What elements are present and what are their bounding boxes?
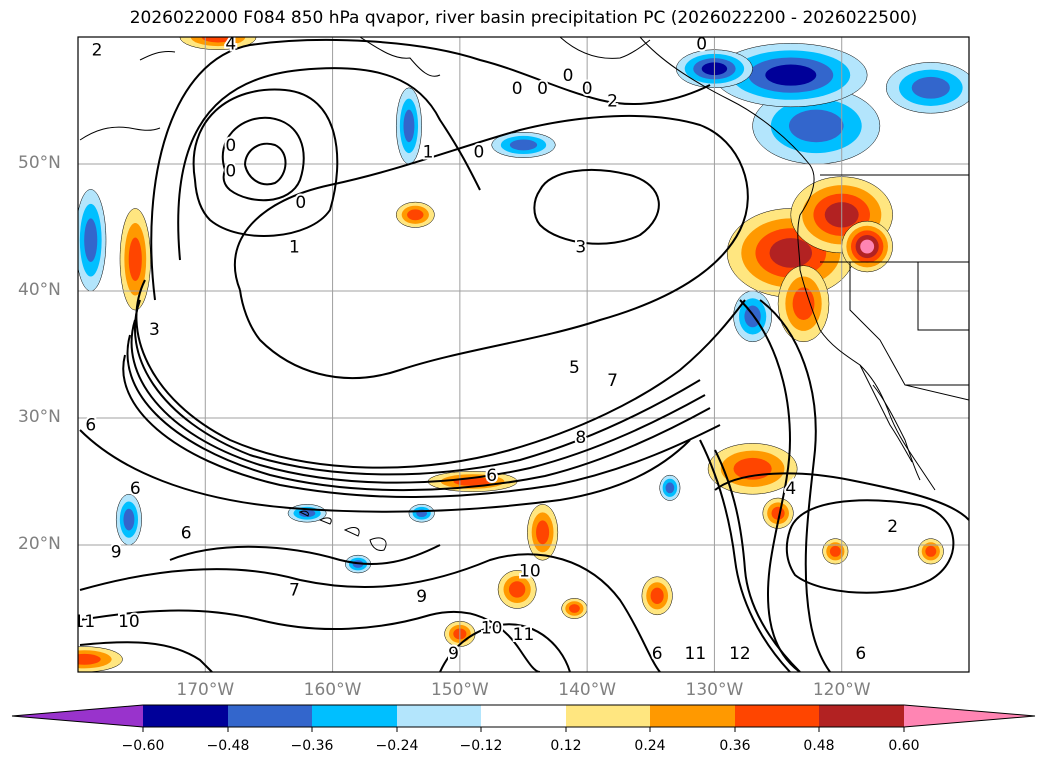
contour-label: 0 [582,79,593,99]
colorbar-tick-label: 0.12 [550,738,582,754]
contour-label: 9 [416,587,427,607]
colorbar-swatch [481,705,566,727]
latitude-label: 20°N [18,534,61,554]
colorbar-swatch [904,705,1035,727]
contour-label: 6 [652,644,663,664]
contour-label: 0 [474,142,485,162]
contour-label: 7 [607,371,618,391]
colorbar-tick-label: 0.36 [719,738,751,754]
colorbar-swatch [566,705,650,727]
colorbar-tick-label: −0.60 [121,738,165,754]
precip-anomaly-area [788,109,844,143]
colorbar-swatch [650,705,735,727]
precip-anomaly-area [403,109,415,143]
colorbar-swatch [735,705,819,727]
contour-label: 0 [225,136,236,156]
contour-label: 2 [887,517,898,537]
precip-anomaly-area [650,587,664,604]
precip-anomaly-area [568,604,580,613]
colorbar-swatch [397,705,481,727]
contour-label: 5 [569,358,580,378]
contour-label: 7 [289,580,300,600]
longitude-label: 140°W [558,680,617,700]
colorbar-swatch [12,705,143,727]
colorbar-swatch [228,705,312,727]
precip-anomaly-area [201,37,235,43]
precip-anomaly-area [925,545,937,557]
precip-anomaly-area [508,581,526,598]
contour-label: 8 [575,428,586,448]
precip-anomaly-area [665,482,675,494]
precip-anomaly-area [792,287,815,321]
latitude-label: 40°N [18,280,61,300]
contour-label: 6 [855,644,866,664]
colorbar-swatch [143,705,228,727]
contour-label: 10 [118,612,140,632]
contour-label: 12 [729,644,751,664]
colorbar-swatch [819,705,904,727]
precip-anomaly-area [829,545,841,557]
contour-label: 4 [225,34,236,54]
precip-anomaly-area [78,653,101,665]
colorbar-swatch [312,705,397,727]
contour-label: 2 [607,92,618,112]
longitude-label: 130°W [685,680,744,700]
colorbar-tick-label: −0.12 [459,738,503,754]
colorbar-tick-label: 0.48 [803,738,835,754]
contour-label: 1 [423,142,434,162]
colorbar-tick-label: −0.36 [290,738,334,754]
figure-title: 2026022000 F084 850 hPa qvapor, river ba… [129,8,918,28]
contour-label: 3 [149,320,160,340]
coastlines [79,37,936,551]
precip-anomaly-area [765,64,817,86]
longitude-label: 160°W [303,680,362,700]
contour-label: 9 [111,542,122,562]
contour-label: 3 [575,238,586,258]
contour-label: 2 [92,41,103,61]
contour-label: 1 [289,238,300,258]
contour-label: 6 [486,466,497,486]
longitude-label: 150°W [430,680,489,700]
latitude-label: 30°N [18,407,61,427]
borders [820,174,969,401]
qvapor-contours [79,39,969,672]
contour-label: 10 [519,561,541,581]
precip-anomaly-area [407,209,424,221]
precip-anomaly-area [84,218,98,262]
colorbar [11,704,1036,732]
colorbar-tick-label: 0.60 [888,738,920,754]
map-frame [77,36,970,673]
contour-label: 6 [181,523,192,543]
precip-anomaly-area [860,239,875,254]
contour-label: 0 [696,34,707,54]
precip-anomaly-area [509,139,538,151]
colorbar-tick-label: −0.48 [206,738,250,754]
contour-label: 0 [225,161,236,181]
contour-label: 11 [513,625,535,645]
latitude-label: 50°N [18,153,61,173]
contour-label: 0 [295,193,306,213]
contour-label: 0 [563,66,574,86]
contour-label: 6 [130,479,141,499]
contour-label: 9 [448,644,459,664]
contour-label: 0 [512,79,523,99]
contour-label: 6 [85,415,96,435]
precip-anomaly-area [536,520,550,545]
gridlines [78,37,969,672]
precip-anomaly-area [128,237,142,282]
precip-anomaly-area [769,238,813,268]
colorbar-tick-label: 0.24 [634,738,666,754]
precip-anomaly-area [123,508,135,531]
precip-anomaly-area [911,76,950,99]
contour-label: 0 [537,79,548,99]
contour-label: 4 [785,479,796,499]
contour-label: 11 [685,644,707,664]
colorbar-tick-label: −0.24 [375,738,419,754]
contour-label: 11 [74,612,96,632]
longitude-label: 120°W [812,680,871,700]
contour-label: 10 [481,619,503,639]
longitude-label: 170°W [176,680,235,700]
